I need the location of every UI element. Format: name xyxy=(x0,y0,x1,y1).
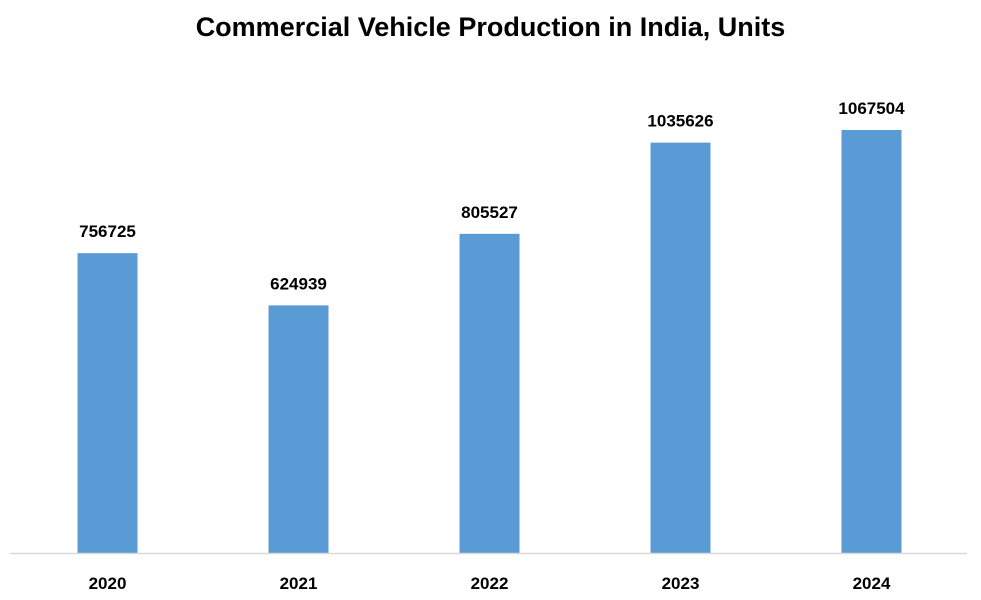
data-label-2021: 624939 xyxy=(270,274,327,293)
bar-2023 xyxy=(650,142,711,554)
x-tick-label-2022: 2022 xyxy=(471,574,509,593)
bar-2022 xyxy=(459,233,520,553)
bar-2020 xyxy=(77,253,138,554)
data-label-2023: 1035626 xyxy=(647,112,713,131)
bar-2021 xyxy=(268,305,329,553)
data-label-2020: 756725 xyxy=(79,222,136,241)
chart-title: Commercial Vehicle Production in India, … xyxy=(195,12,786,42)
bar-2024 xyxy=(841,130,902,554)
x-tick-label-2024: 2024 xyxy=(853,574,891,593)
x-tick-label-2020: 2020 xyxy=(89,574,127,593)
data-label-2022: 805527 xyxy=(461,203,518,222)
x-tick-label-2021: 2021 xyxy=(280,574,318,593)
data-label-2024: 1067504 xyxy=(838,99,905,118)
x-tick-label-2023: 2023 xyxy=(662,574,700,593)
